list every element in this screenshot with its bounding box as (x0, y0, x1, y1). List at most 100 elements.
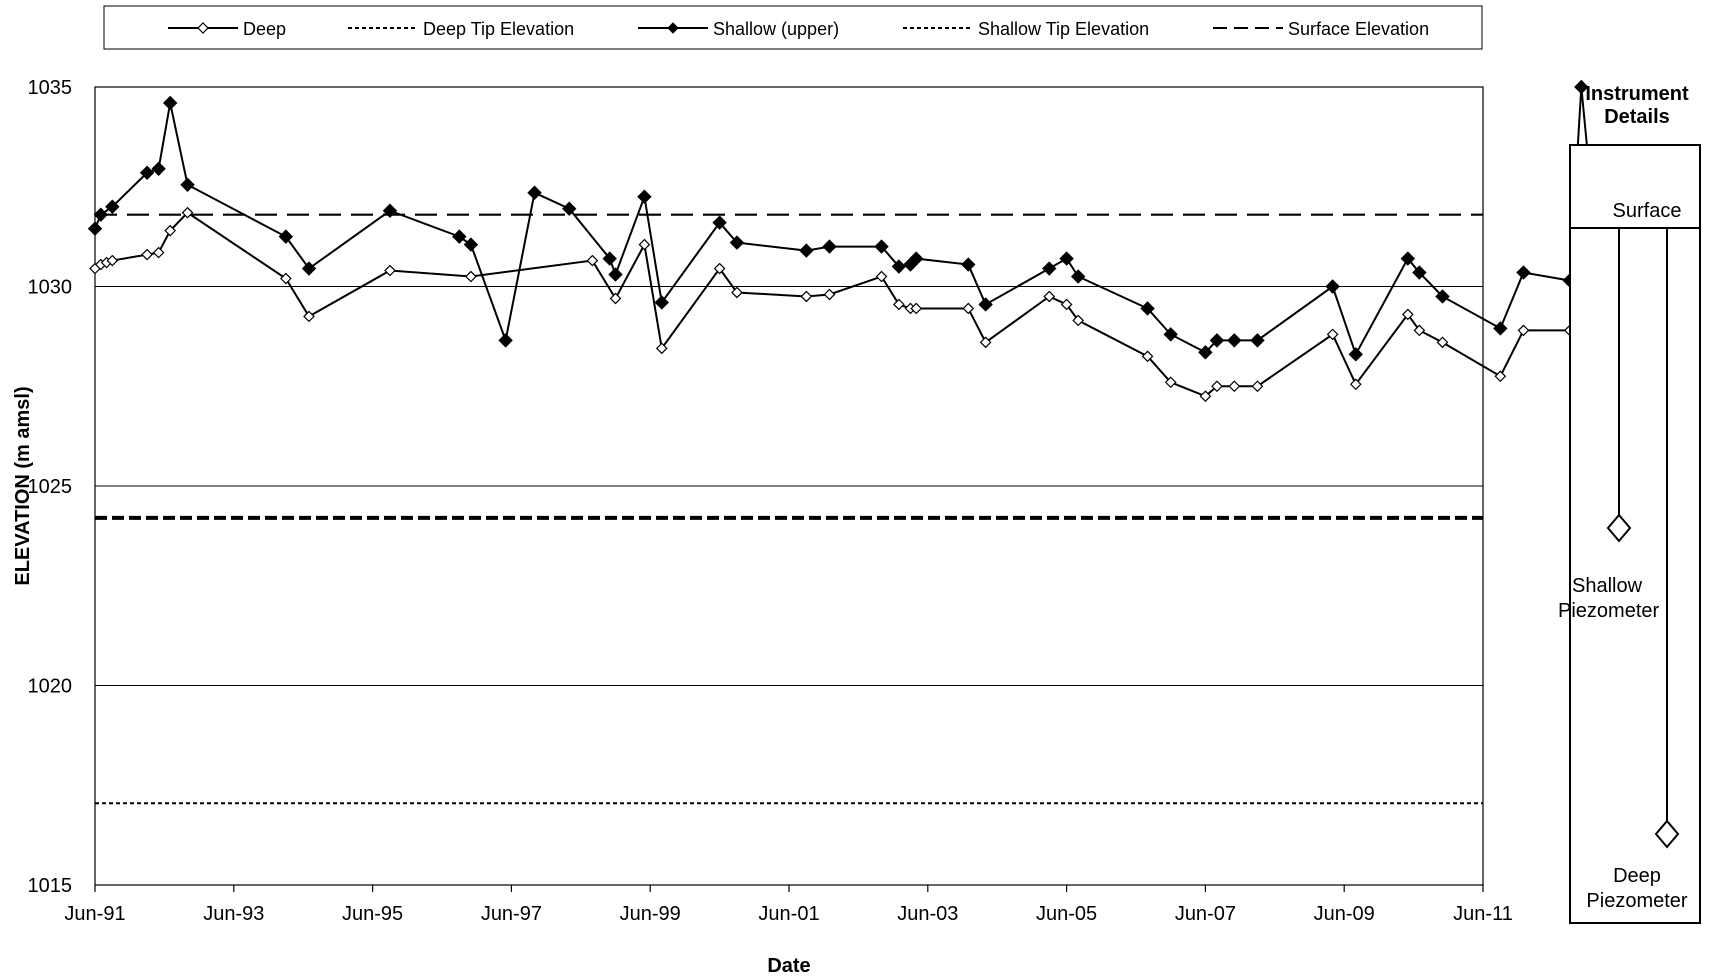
point-deep (1043, 290, 1056, 303)
point-shallow-upper (498, 333, 513, 348)
point-deep (1228, 380, 1241, 393)
legend-item-deep: Deep (168, 19, 286, 39)
point-shallow-upper (909, 251, 924, 266)
y-tick-label: 1025 (28, 476, 73, 498)
point-deep (1436, 336, 1449, 349)
point-shallow-upper (874, 239, 889, 254)
point-deep (1401, 308, 1414, 321)
point-deep (893, 298, 905, 311)
point-shallow-upper (637, 189, 652, 204)
open-diamond-icon (197, 22, 209, 34)
point-shallow-upper (87, 221, 103, 236)
y-axis-title: ELEVATION (m amsl) (12, 386, 34, 585)
point-deep (106, 254, 119, 267)
point-shallow-upper (1059, 251, 1074, 266)
point-deep (1413, 324, 1426, 337)
point-shallow-upper (1250, 333, 1265, 348)
point-shallow-upper (712, 215, 727, 230)
point-shallow-upper (151, 161, 166, 177)
point-shallow-upper (1493, 321, 1508, 336)
y-tick-label: 1020 (28, 676, 73, 698)
point-shallow-upper (1400, 251, 1416, 266)
point-deep (609, 292, 622, 305)
point-deep (638, 238, 651, 251)
series-markers (87, 79, 1612, 421)
legend-label-surface: Surface Elevation (1288, 19, 1429, 39)
point-shallow-upper (799, 243, 814, 258)
gridlines (95, 286, 1483, 686)
x-tick-label: Jun-05 (1036, 903, 1097, 925)
point-shallow-upper (1042, 261, 1057, 276)
x-tick-marks (94, 885, 1484, 892)
point-shallow-upper (180, 177, 195, 192)
point-deep (384, 264, 396, 277)
point-shallow-upper (608, 267, 623, 282)
x-tick-label: Jun-91 (64, 903, 125, 925)
point-shallow-upper (463, 237, 479, 252)
point-shallow-upper (93, 207, 108, 222)
point-shallow-upper (978, 297, 993, 312)
point-deep (875, 270, 888, 283)
point-shallow-upper (1209, 333, 1225, 348)
x-tick-label: Jun-09 (1314, 903, 1375, 925)
legend-item-shallow-tip: Shallow Tip Elevation (903, 19, 1149, 39)
point-shallow-upper (602, 251, 617, 266)
point-deep (181, 206, 194, 219)
point-shallow-upper (527, 185, 542, 200)
y-tick-label: 1035 (28, 77, 73, 99)
point-shallow-upper (301, 261, 317, 276)
instrument-panel: Instrument Details Surface Shallow Piezo… (1558, 83, 1701, 924)
legend-label-deep-tip: Deep Tip Elevation (423, 19, 574, 39)
point-deep (910, 302, 923, 315)
point-deep (280, 272, 292, 285)
point-shallow-upper (1227, 333, 1242, 348)
deep-label-line1: Deep (1613, 865, 1661, 887)
point-deep (962, 302, 975, 315)
legend-label-deep: Deep (243, 19, 286, 39)
point-deep (800, 290, 813, 303)
borehole-box (1569, 144, 1701, 924)
point-deep (1141, 350, 1154, 363)
point-deep (1211, 380, 1223, 393)
y-tick-labels: 1015 1020 1025 1030 1035 (28, 77, 73, 897)
point-deep (823, 288, 836, 301)
point-deep (1349, 378, 1362, 391)
reference-lines (95, 213, 1483, 805)
series-line-shallow-upper (94, 86, 1606, 357)
point-shallow-upper (961, 257, 976, 272)
point-deep (1517, 324, 1530, 337)
x-tick-labels: Jun-91 Jun-93 Jun-95 Jun-97 Jun-99 Jun-01 Jun-… (64, 903, 1512, 925)
legend-item-surface: Surface Elevation (1213, 19, 1429, 39)
shallow-tip-icon (1606, 513, 1632, 543)
legend-item-deep-tip: Deep Tip Elevation (348, 19, 574, 39)
point-shallow-upper (1516, 265, 1531, 280)
x-tick-label: Jun-99 (620, 903, 681, 925)
x-tick-label: Jun-97 (481, 903, 542, 925)
point-shallow-upper (1325, 279, 1340, 294)
point-deep (655, 342, 668, 355)
point-deep (152, 246, 165, 259)
panel-title-line1: Instrument (1585, 83, 1689, 105)
point-shallow-upper (1198, 345, 1213, 360)
point-shallow-upper (1070, 269, 1086, 284)
point-shallow-upper (1348, 347, 1363, 362)
point-shallow-upper (1140, 301, 1155, 316)
point-deep (1060, 298, 1073, 311)
point-shallow-upper (654, 295, 669, 310)
point-deep (586, 254, 599, 267)
point-shallow-upper (139, 165, 155, 180)
point-shallow-upper (105, 199, 120, 214)
point-shallow-upper (822, 239, 837, 254)
point-shallow-upper (1435, 289, 1450, 304)
point-shallow-upper (1163, 327, 1178, 342)
surface-label: Surface (1613, 200, 1682, 222)
point-shallow-upper (1412, 265, 1427, 280)
point-shallow-upper (1574, 79, 1589, 95)
point-deep (713, 262, 726, 275)
x-tick-label: Jun-03 (897, 903, 958, 925)
legend: Deep Deep Tip Elevation Shallow (upper) … (103, 5, 1483, 50)
point-shallow-upper (278, 229, 294, 244)
filled-diamond-icon (667, 22, 679, 34)
point-deep (465, 270, 477, 283)
